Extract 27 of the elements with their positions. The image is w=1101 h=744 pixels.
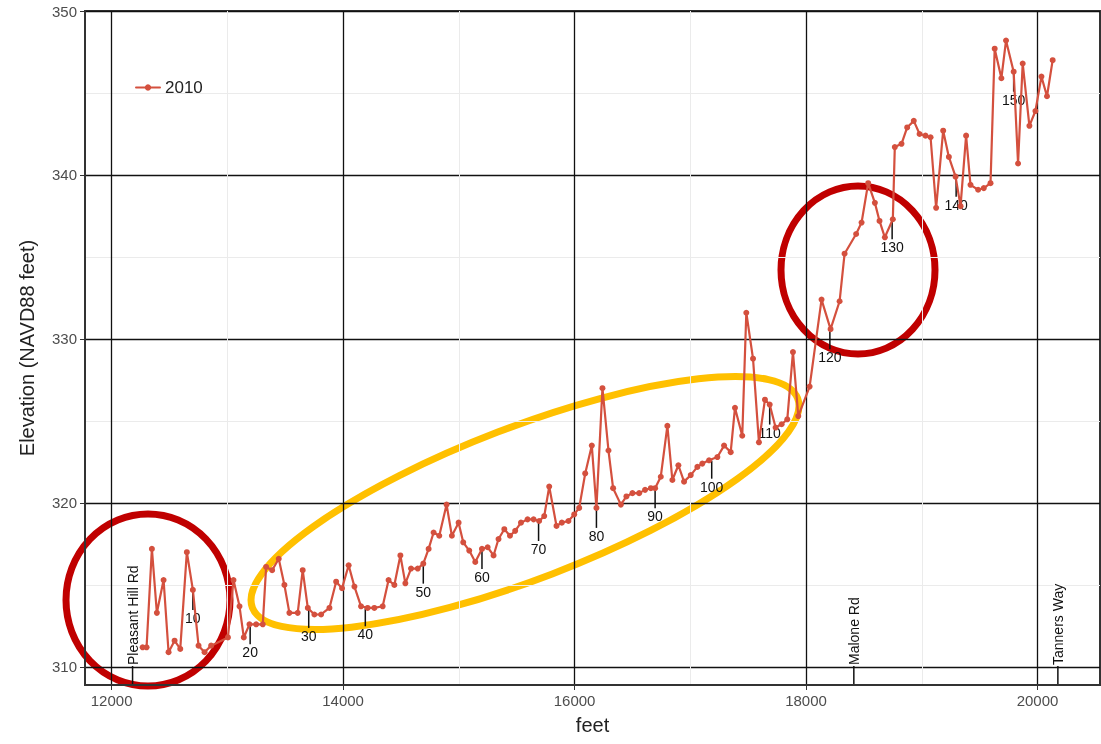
x-tick-label: 14000 (322, 692, 364, 709)
annotation: 100 (700, 478, 724, 495)
annotation: 40 (357, 626, 374, 643)
annotation: 70 (530, 541, 547, 558)
y-tick-label: 310 (51, 658, 77, 676)
y-tick-label: 330 (51, 330, 77, 348)
ref-line-label: Pleasant Hill Rd (124, 565, 141, 665)
annotation: 60 (474, 568, 490, 585)
ref-line-label: Malone Rd (845, 597, 862, 665)
x-tick-label: 12000 (90, 692, 133, 709)
annotation: 130 (880, 239, 905, 256)
y-tick-label: 320 (51, 494, 77, 512)
annotation: 20 (242, 644, 259, 661)
annotation: 30 (300, 627, 317, 644)
legend-label: 2010 (165, 78, 203, 97)
annotation: 80 (588, 527, 605, 544)
x-axis-title: feet (575, 714, 610, 736)
x-tick-label: 16000 (553, 692, 596, 709)
x-tick-label: 20000 (1016, 692, 1059, 709)
annotation: 50 (415, 583, 432, 600)
y-tick-label: 340 (51, 166, 77, 184)
y-axis-title: Elevation (NAVD88 feet) (16, 239, 38, 457)
y-tick-label: 350 (51, 2, 77, 20)
x-tick-label: 18000 (785, 692, 827, 709)
annotation: 90 (647, 508, 664, 525)
ref-line-label: Tanners Way (1049, 583, 1066, 665)
annotation: 120 (818, 349, 842, 366)
